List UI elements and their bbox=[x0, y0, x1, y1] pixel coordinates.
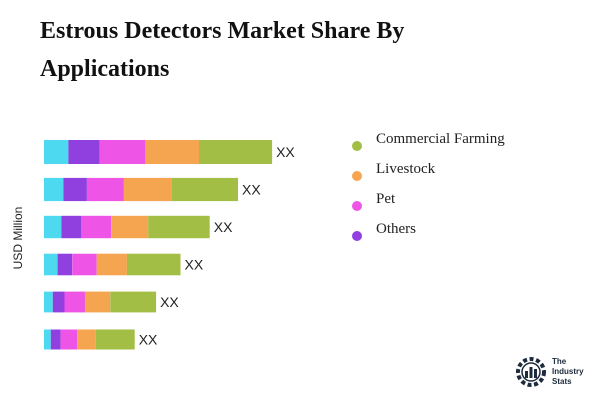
legend-label: Livestock bbox=[376, 160, 436, 177]
bar-segment bbox=[110, 291, 157, 313]
legend-label: Pet bbox=[376, 190, 396, 207]
legend: Commercial Farming Livestock Pet Others bbox=[352, 128, 505, 248]
legend-label: Others bbox=[376, 220, 416, 237]
bar-segment bbox=[145, 140, 199, 164]
legend-item-commercial-farming: Commercial Farming bbox=[352, 128, 505, 158]
bar-value-label: XX bbox=[160, 294, 179, 310]
bar-segment bbox=[52, 291, 65, 313]
logo-line: The bbox=[552, 357, 567, 366]
bar-segment bbox=[72, 253, 97, 276]
brand-logo: The Industry Stats bbox=[514, 352, 594, 392]
bar-segment bbox=[64, 291, 85, 313]
bar-segment bbox=[44, 253, 58, 276]
logo-line: Industry bbox=[552, 367, 584, 376]
bar-segment bbox=[44, 177, 64, 202]
bar-segment bbox=[84, 291, 111, 313]
bar-segment bbox=[124, 177, 172, 202]
bar-value-label: XX bbox=[214, 219, 233, 235]
bar-segment bbox=[81, 215, 112, 239]
legend-label: Commercial Farming bbox=[376, 130, 505, 147]
bar-segment bbox=[126, 253, 181, 276]
bar-segment bbox=[171, 177, 238, 202]
logo-line: Stats bbox=[552, 377, 572, 386]
legend-item-livestock: Livestock bbox=[352, 158, 505, 188]
bar-segment bbox=[44, 291, 53, 313]
bar-segment bbox=[199, 140, 273, 164]
bar-segment bbox=[95, 329, 135, 350]
bar-value-label: XX bbox=[242, 182, 261, 198]
bar-segment bbox=[77, 329, 96, 350]
bar-segment bbox=[44, 329, 51, 350]
legend-item-others: Others bbox=[352, 218, 505, 248]
bar-segment bbox=[57, 253, 73, 276]
chart-title: Estrous Detectors Market Share By Applic… bbox=[40, 18, 405, 82]
bar-segment bbox=[68, 140, 100, 164]
bar-segment bbox=[44, 215, 62, 239]
bar-value-label: XX bbox=[276, 144, 295, 160]
legend-swatch bbox=[352, 231, 362, 241]
bar-value-label: XX bbox=[185, 257, 204, 273]
bar-segment bbox=[63, 177, 87, 202]
legend-swatch bbox=[352, 141, 362, 151]
legend-swatch bbox=[352, 201, 362, 211]
bar-value-label: XX bbox=[139, 332, 158, 348]
bar-segment bbox=[96, 253, 127, 276]
bar-segment bbox=[148, 215, 210, 239]
gear-factory-icon bbox=[516, 357, 546, 387]
bar-segment bbox=[44, 140, 69, 164]
bar-segment bbox=[111, 215, 149, 239]
bar-segment bbox=[61, 215, 81, 239]
bar-segment bbox=[50, 329, 61, 350]
legend-swatch bbox=[352, 171, 362, 181]
bar-segment bbox=[99, 140, 146, 164]
legend-item-pet: Pet bbox=[352, 188, 505, 218]
y-axis-label: USD Million bbox=[11, 207, 25, 270]
bar-segment bbox=[86, 177, 124, 202]
bar-segment bbox=[60, 329, 78, 350]
logo-text: The Industry Stats bbox=[552, 357, 584, 387]
